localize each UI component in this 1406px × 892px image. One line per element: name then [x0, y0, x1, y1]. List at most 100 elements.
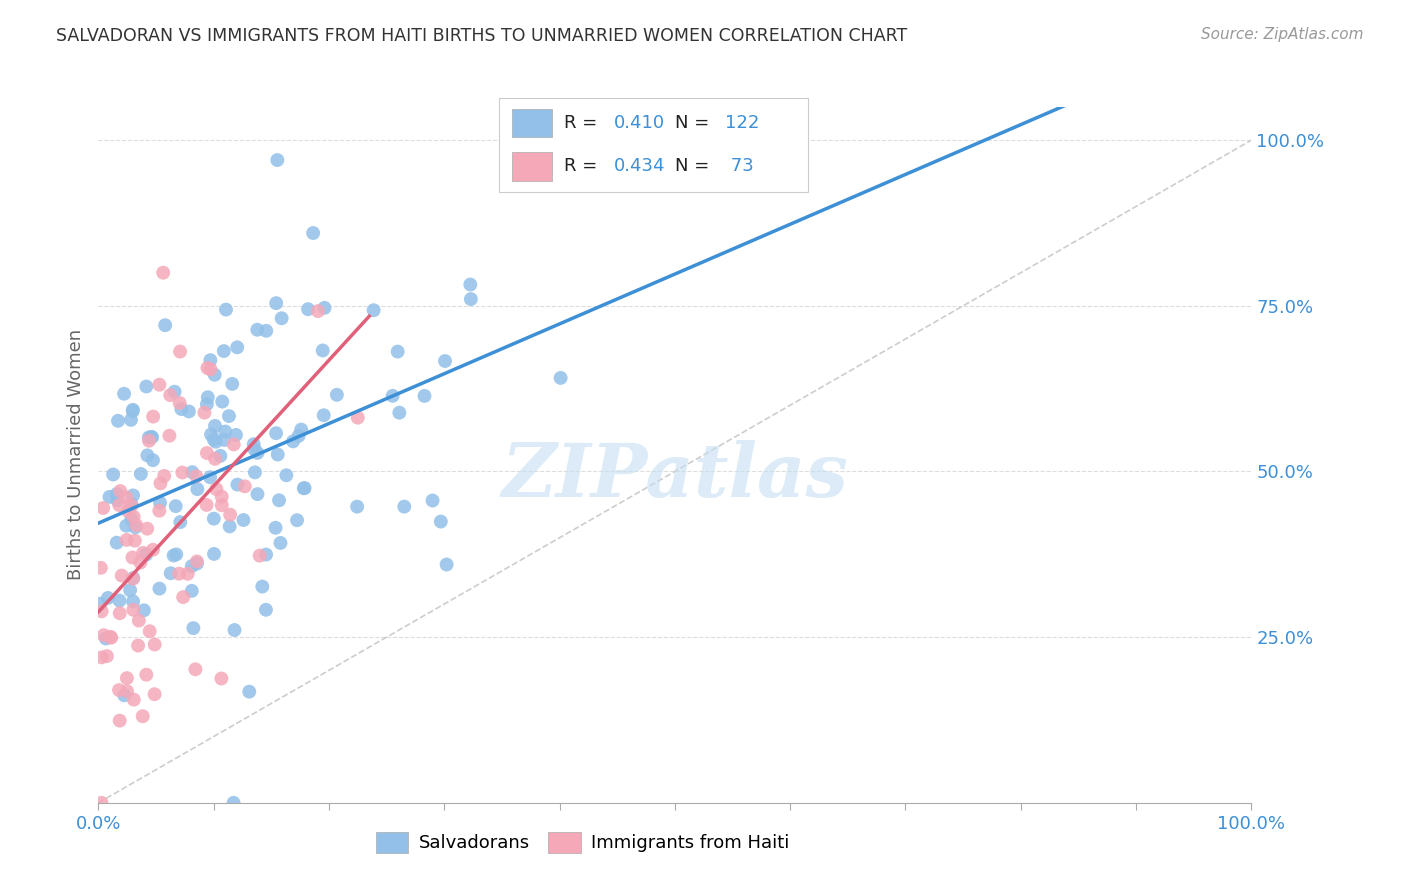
Point: [186, 554, 208, 568]
Point: [90, 796, 112, 810]
Point: [143, 687, 166, 701]
Point: [94, 632, 117, 646]
Point: [176, 566, 198, 581]
Point: [436, 558, 458, 572]
Point: [307, 304, 329, 318]
Point: [214, 433, 236, 447]
Point: [108, 683, 131, 698]
Point: [121, 550, 143, 565]
Point: [266, 153, 288, 167]
Point: [105, 487, 128, 501]
Point: [326, 388, 349, 402]
Point: [93, 628, 115, 642]
Point: [218, 519, 240, 533]
Point: [138, 430, 160, 444]
Point: [122, 594, 145, 608]
Point: [314, 301, 336, 315]
FancyBboxPatch shape: [512, 110, 551, 137]
Point: [193, 406, 215, 420]
Point: [290, 423, 312, 437]
Point: [129, 467, 152, 481]
Point: [107, 414, 129, 428]
Point: [112, 688, 135, 702]
Point: [346, 410, 368, 425]
Point: [169, 515, 191, 529]
Point: [186, 557, 208, 571]
Point: [222, 796, 245, 810]
Point: [195, 498, 218, 512]
Point: [281, 434, 304, 449]
Point: [238, 684, 260, 698]
Point: [387, 344, 409, 359]
Point: [249, 549, 271, 563]
Point: [269, 536, 291, 550]
Point: [254, 548, 277, 562]
Point: [122, 571, 145, 585]
Point: [115, 684, 138, 698]
Point: [115, 671, 138, 685]
Point: [209, 672, 232, 686]
Point: [169, 396, 191, 410]
Point: [121, 404, 143, 418]
Point: [252, 580, 274, 594]
Point: [148, 582, 170, 596]
Point: [422, 493, 444, 508]
Point: [162, 549, 184, 563]
Point: [115, 518, 138, 533]
Point: [90, 604, 112, 618]
FancyBboxPatch shape: [512, 153, 551, 180]
Point: [550, 371, 572, 385]
Point: [149, 496, 172, 510]
Point: [100, 631, 122, 645]
FancyBboxPatch shape: [499, 98, 808, 192]
Point: [287, 429, 309, 443]
Point: [159, 428, 181, 442]
Point: [177, 404, 200, 418]
Point: [115, 533, 138, 547]
Point: [363, 303, 385, 318]
Point: [90, 650, 112, 665]
Point: [434, 354, 457, 368]
Point: [172, 466, 194, 480]
Point: [124, 520, 146, 534]
Point: [105, 493, 128, 508]
Point: [202, 547, 225, 561]
Point: [120, 583, 142, 598]
Point: [152, 266, 174, 280]
Point: [180, 583, 202, 598]
Y-axis label: Births to Unmarried Women: Births to Unmarried Women: [66, 329, 84, 581]
Point: [122, 572, 145, 586]
Point: [197, 390, 219, 404]
Point: [211, 394, 233, 409]
Point: [132, 709, 155, 723]
Point: [138, 434, 160, 448]
Text: 122: 122: [725, 114, 759, 132]
Point: [180, 559, 202, 574]
Point: [460, 277, 482, 292]
Point: [200, 353, 222, 368]
Point: [117, 504, 139, 518]
Text: 0.410: 0.410: [613, 114, 665, 132]
Point: [149, 476, 172, 491]
Point: [243, 442, 266, 457]
Point: [153, 318, 176, 333]
Point: [232, 513, 254, 527]
Point: [112, 386, 135, 401]
Point: [142, 453, 165, 467]
Point: [108, 593, 131, 607]
Point: [110, 484, 132, 499]
Point: [394, 500, 416, 514]
Point: [128, 614, 150, 628]
Point: [195, 397, 218, 411]
Point: [214, 425, 236, 439]
Point: [141, 430, 163, 444]
Point: [120, 413, 142, 427]
Point: [172, 590, 194, 604]
Point: [285, 513, 308, 527]
Point: [222, 437, 245, 451]
Point: [205, 482, 228, 496]
Point: [100, 630, 122, 644]
Point: [148, 504, 170, 518]
Point: [243, 466, 266, 480]
Point: [122, 402, 145, 417]
